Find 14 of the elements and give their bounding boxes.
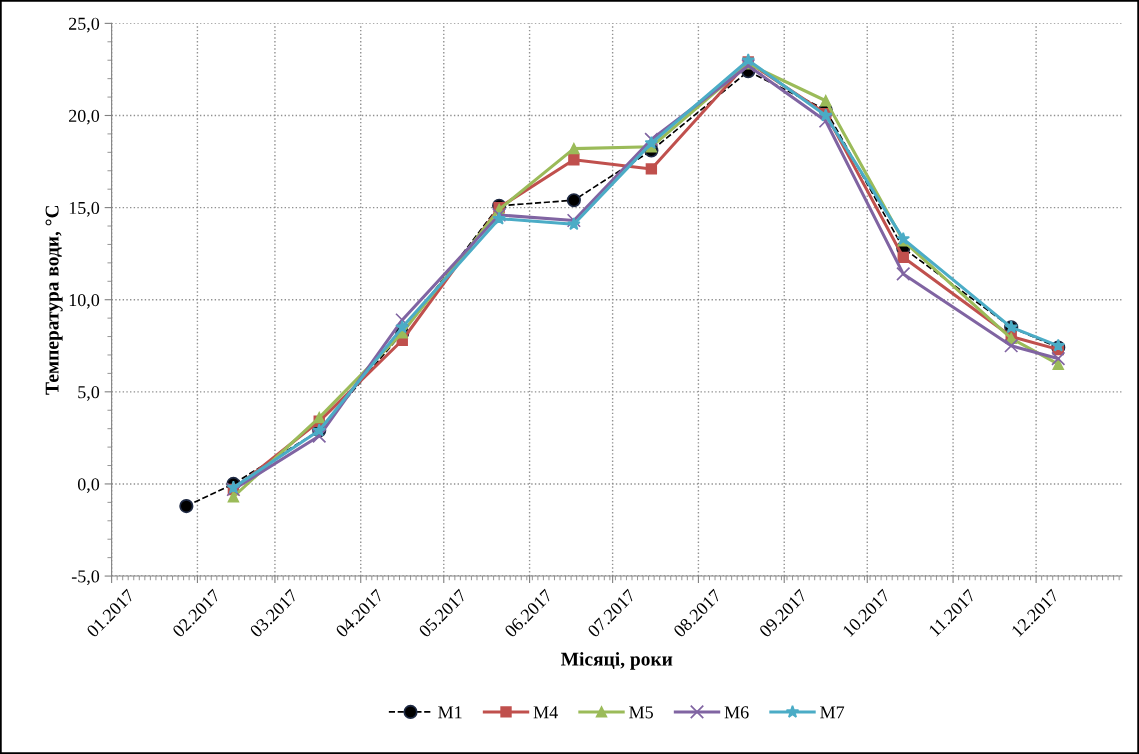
legend-label: M7 <box>820 706 845 719</box>
legend-label: M1 <box>438 706 462 719</box>
x-axis-title: Місяці, роки <box>561 652 673 670</box>
y-tick-label: 15,0 <box>69 201 100 217</box>
legend-label: M6 <box>724 706 749 719</box>
y-tick-label: 0,0 <box>77 478 100 493</box>
y-tick-label: 5,0 <box>78 386 100 401</box>
legend-label: M4 <box>533 706 558 719</box>
y-tick-label: 25,0 <box>69 17 100 33</box>
y-tick-label: 20,0 <box>69 109 100 125</box>
y-tick-label: -5,0 <box>71 570 100 586</box>
legend-label: M5 <box>629 706 653 719</box>
y-tick-label: 10,0 <box>69 293 100 309</box>
y-axis-title: Температура води, °C <box>45 205 63 395</box>
